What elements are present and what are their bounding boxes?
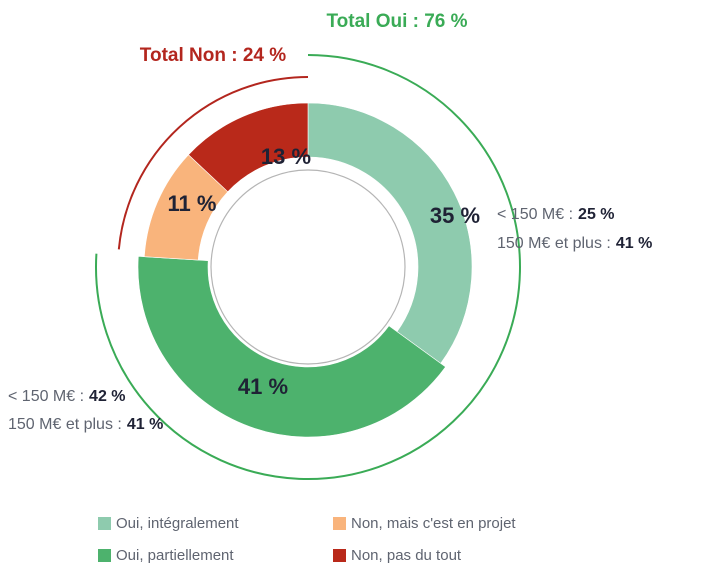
breakdown: < 150 M€ : 25 % [497,206,615,223]
donut-segment [188,102,309,193]
value-label: 13 % [261,144,311,169]
breakdown: 150 M€ et plus : 41 % [8,416,163,433]
breakdown-label: < 150 M€ : [8,388,84,405]
breakdown-label: 150 M€ et plus : [497,235,611,252]
breakdown-value: 41 % [616,235,652,252]
breakdown: < 150 M€ : 42 % [8,388,126,405]
breakdown: 150 M€ et plus : 41 % [497,235,652,252]
legend-label: Oui, partiellement [116,547,234,564]
donut-segment [137,256,446,438]
value-label: 11 % [168,191,217,216]
breakdown-label: < 150 M€ : [497,206,573,223]
legend-swatch [98,517,111,530]
breakdown-value: 41 % [127,416,163,433]
total-arc [117,76,309,250]
value-label: 41 % [238,374,288,399]
donut-segment [307,102,473,364]
breakdown-value: 42 % [89,388,125,405]
legend-swatch [98,549,111,562]
inner-circle [210,169,406,365]
legend-swatch [333,517,346,530]
legend-swatch [333,549,346,562]
legend-label: Oui, intégralement [116,515,239,532]
total-label: Total Non : 24 % [140,45,286,66]
breakdown-label: 150 M€ et plus : [8,416,122,433]
value-label: 35 % [430,203,480,228]
breakdown-value: 25 % [578,206,614,223]
legend-label: Non, pas du tout [351,547,462,564]
legend-label: Non, mais c'est en projet [351,515,516,532]
total-label: Total Oui : 76 % [326,11,467,32]
total-arc [95,54,521,480]
